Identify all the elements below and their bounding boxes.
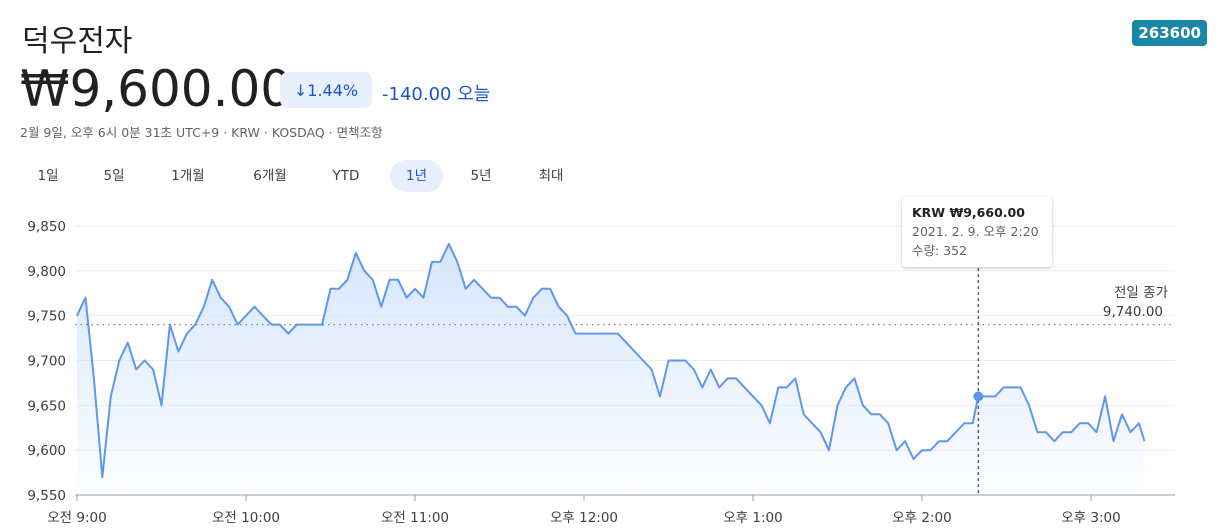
x-tick-label: 오후 1:00 xyxy=(723,510,782,526)
range-tab[interactable]: YTD xyxy=(332,168,360,184)
y-tick-label: 9,600 xyxy=(27,443,66,459)
tooltip-time: 2021. 2. 9. 오후 2:20 xyxy=(912,224,1039,239)
range-tab[interactable]: 6개월 xyxy=(253,168,287,184)
price-area xyxy=(77,243,1145,495)
change-period: 오늘 xyxy=(457,84,491,105)
tooltip-volume: 수량: 352 xyxy=(912,243,967,258)
y-tick-label: 9,650 xyxy=(27,398,66,414)
previous-close-label: 전일 종가 xyxy=(1114,285,1168,301)
tooltip-box xyxy=(902,197,1052,267)
range-tab[interactable]: 1년 xyxy=(390,160,443,192)
x-tick-label: 오후 12:00 xyxy=(550,510,618,526)
ticker-badge[interactable]: 263600 xyxy=(1132,20,1207,46)
info-line: 2월 9일, 오후 6시 0분 31초 UTC+9 · KRW · KOSDAQ… xyxy=(20,125,383,140)
change: -140.00 오늘 xyxy=(382,80,490,106)
y-tick-label: 9,750 xyxy=(27,309,66,325)
range-tab[interactable]: 최대 xyxy=(538,168,564,184)
range-tab[interactable]: 1개월 xyxy=(171,168,205,184)
y-tick-label: 9,550 xyxy=(27,488,66,504)
range-tab[interactable]: 1일 xyxy=(37,168,59,184)
price: ₩9,600.00 xyxy=(20,60,293,118)
x-tick-label: 오후 3:00 xyxy=(1061,510,1120,526)
hover-dot xyxy=(973,391,984,402)
down-arrow: ↓ xyxy=(293,80,308,100)
stock-name: 덕우전자 xyxy=(22,24,133,59)
change-value: -140.00 xyxy=(382,84,452,105)
range-tab[interactable]: 5년 xyxy=(470,168,492,184)
change-pill: ↓ 1.44% xyxy=(280,72,372,108)
y-tick-label: 9,800 xyxy=(27,264,66,280)
price-line xyxy=(76,242,1146,479)
y-tick-label: 9,850 xyxy=(27,219,66,235)
x-tick-label: 오전 10:00 xyxy=(212,510,280,526)
y-tick-label: 9,700 xyxy=(27,354,66,370)
x-tick-label: 오전 11:00 xyxy=(381,510,449,526)
range-tab[interactable]: 5일 xyxy=(103,168,125,184)
previous-close-value: 9,740.00 xyxy=(1103,304,1163,320)
x-tick-label: 오전 9:00 xyxy=(47,510,106,526)
tooltip-price: KRW ₩9,660.00 xyxy=(912,205,1025,220)
x-tick-label: 오후 2:00 xyxy=(892,510,951,526)
change-percent: 1.44% xyxy=(307,80,359,100)
